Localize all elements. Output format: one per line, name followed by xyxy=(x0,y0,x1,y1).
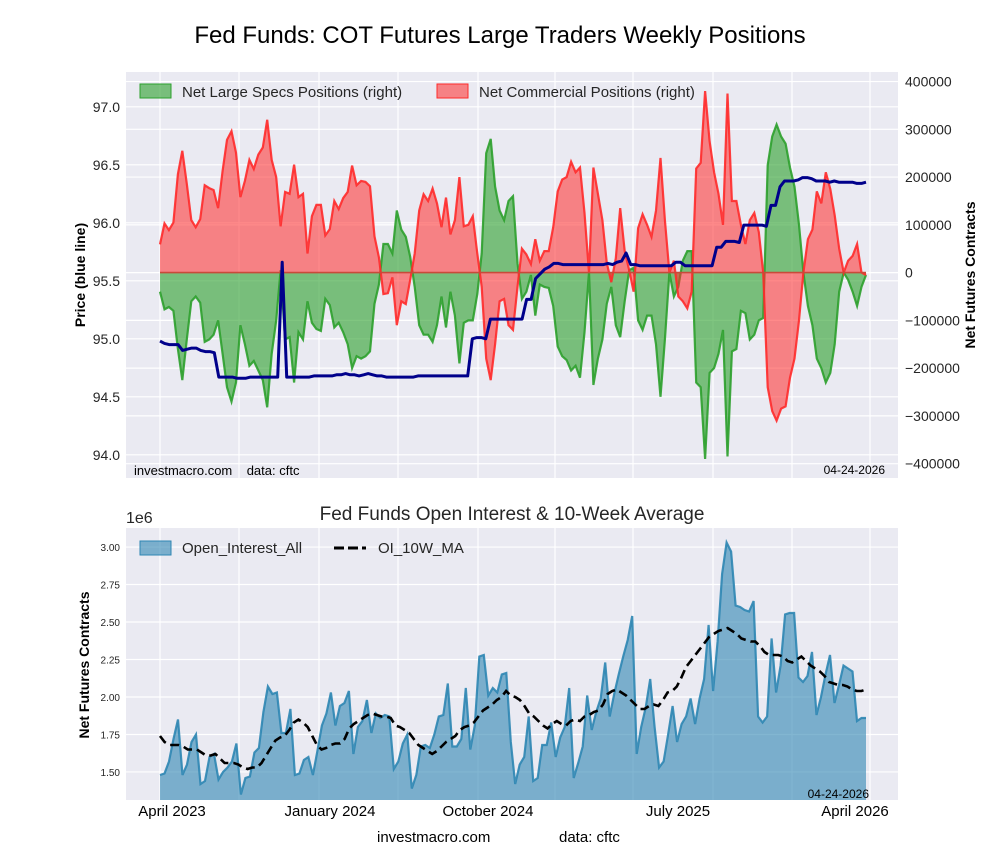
legend-label-moving-average: OI_10W_MA xyxy=(378,540,464,557)
moving-average-line xyxy=(158,626,867,771)
legend-swatch-specs xyxy=(139,83,172,99)
open-interest-legend: Open_Interest_All OI_10W_MA xyxy=(139,540,464,557)
commercial-line xyxy=(158,91,867,424)
date-annotation-top: 04-24-2026 xyxy=(824,463,886,477)
net-contracts-tick-label: 400000 xyxy=(905,74,952,90)
open-interest-tick-label: 2.50 xyxy=(101,618,121,629)
open-interest-tick-label: 2.00 xyxy=(101,693,121,704)
net-contracts-tick-label: −300000 xyxy=(905,408,960,424)
open-interest-tick-label: 2.25 xyxy=(101,656,121,667)
time-tick-label: April 2023 xyxy=(138,803,206,820)
watermark-source: investmacro.com data: cftc xyxy=(134,463,300,478)
time-tick-label: April 2026 xyxy=(821,803,889,820)
open-interest-title: Fed Funds Open Interest & 10-Week Averag… xyxy=(320,504,705,525)
commercial-area xyxy=(160,91,866,421)
legend-label-commercial: Net Commercial Positions (right) xyxy=(479,84,695,101)
net-contracts-axis-label: Net Futures Contracts xyxy=(962,201,978,348)
price-tick-label: 96.0 xyxy=(93,215,120,231)
price-tick-label: 95.5 xyxy=(93,273,120,289)
legend-label-specs: Net Large Specs Positions (right) xyxy=(182,84,402,101)
positions-areas xyxy=(158,91,868,459)
price-line-group xyxy=(159,176,867,380)
scale-label: 1e6 xyxy=(126,510,153,527)
open-interest-axis-label: Net Futures Contracts xyxy=(76,591,92,738)
price-axis-label: Price (blue line) xyxy=(72,223,88,327)
open-interest-area-group xyxy=(159,538,866,800)
legend-swatch-commercial xyxy=(436,83,469,99)
net-contracts-tick-label: −200000 xyxy=(905,360,960,376)
positions-chart: 94.0 94.5 95.0 95.5 96.0 96.5 97.0 400000 30000… xyxy=(72,72,978,478)
legend-label-open-interest: Open_Interest_All xyxy=(182,540,302,557)
open-interest-tick-label: 1.50 xyxy=(101,768,121,779)
price-line xyxy=(159,176,867,380)
specs-area xyxy=(160,124,866,459)
open-interest-line xyxy=(159,538,866,795)
time-tick-label: January 2024 xyxy=(285,803,376,820)
price-tick-label: 94.5 xyxy=(93,389,120,405)
open-interest-tick-label: 3.00 xyxy=(101,543,121,554)
specs-line xyxy=(158,121,868,459)
price-tick-label: 94.0 xyxy=(93,447,120,463)
net-contracts-axis: 400000 300000 200000 100000 0 −100000 −200000 −… xyxy=(905,74,960,472)
time-tick-label: July 2025 xyxy=(646,803,710,820)
net-contracts-tick-label: 200000 xyxy=(905,169,952,185)
open-interest-area xyxy=(160,542,866,800)
legend-swatch-open-interest xyxy=(139,540,172,556)
positions-legend: Net Large Specs Positions (right) Net Co… xyxy=(139,83,695,101)
net-contracts-tick-label: 300000 xyxy=(905,121,952,137)
net-contracts-tick-label: 0 xyxy=(905,265,913,281)
main-title: Fed Funds: COT Futures Large Traders Wee… xyxy=(194,22,806,49)
price-axis: 94.0 94.5 95.0 95.5 96.0 96.5 97.0 xyxy=(93,99,120,463)
time-tick-label: October 2024 xyxy=(443,803,534,820)
open-interest-tick-label: 2.75 xyxy=(101,581,121,592)
net-contracts-tick-label: −100000 xyxy=(905,312,960,328)
price-tick-label: 96.5 xyxy=(93,157,120,173)
footer-data: data: cftc xyxy=(559,829,620,846)
net-contracts-tick-label: −400000 xyxy=(905,456,960,472)
open-interest-chart: Fed Funds Open Interest & 10-Week Averag… xyxy=(76,504,898,820)
open-interest-tick-label: 1.75 xyxy=(101,730,121,741)
price-tick-label: 97.0 xyxy=(93,99,120,115)
price-tick-label: 95.0 xyxy=(93,331,120,347)
net-contracts-tick-label: 100000 xyxy=(905,217,952,233)
moving-average-group xyxy=(158,626,867,771)
date-annotation-bottom: 04-24-2026 xyxy=(808,787,870,801)
open-interest-axis: 1.50 1.75 2.00 2.25 2.50 2.75 3.00 xyxy=(101,543,121,779)
time-axis: April 2023 January 2024 October 2024 July 2… xyxy=(138,803,889,820)
footer-source: investmacro.com xyxy=(377,829,490,846)
